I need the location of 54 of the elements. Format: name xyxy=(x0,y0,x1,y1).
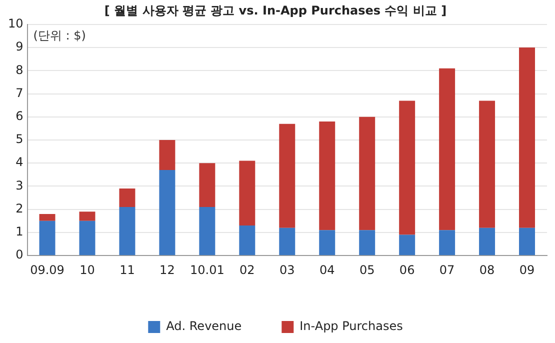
y-tick-label: 7 xyxy=(16,86,24,100)
y-tick-label: 3 xyxy=(16,178,24,192)
y-tick-label: 0 xyxy=(16,248,24,262)
bar xyxy=(239,160,256,226)
y-tick-label: 5 xyxy=(16,132,24,146)
bar xyxy=(79,220,96,256)
bar xyxy=(399,234,416,256)
bar xyxy=(159,170,176,256)
bar xyxy=(199,163,216,208)
legend-label: Ad. Revenue xyxy=(166,319,242,334)
bar xyxy=(279,124,296,228)
bar xyxy=(39,214,56,221)
bar xyxy=(439,230,456,256)
bar xyxy=(199,207,216,256)
bar xyxy=(439,68,456,230)
bar xyxy=(39,220,56,256)
bar xyxy=(359,116,376,230)
annotation: (단위 : $) xyxy=(33,28,86,43)
bar xyxy=(359,230,376,256)
x-tick-label: 04 xyxy=(319,262,335,277)
y-tick-label: 4 xyxy=(16,155,24,170)
bar xyxy=(479,228,496,256)
x-tick-label: 12 xyxy=(160,262,175,277)
legend-label: In-App Purchases xyxy=(300,319,403,334)
y-tick-label: 8 xyxy=(16,62,24,77)
x-tick-label: 02 xyxy=(240,262,255,277)
bar xyxy=(119,188,136,208)
x-tick-label: 06 xyxy=(399,262,415,277)
y-tick-label: 1 xyxy=(16,224,24,239)
x-tick-label: 10 xyxy=(80,262,95,277)
bar xyxy=(519,48,536,228)
bar xyxy=(319,230,336,256)
y-tick-label: 9 xyxy=(16,40,24,54)
bar xyxy=(119,207,136,256)
bar xyxy=(479,100,496,228)
bar xyxy=(239,226,256,256)
bar xyxy=(399,100,416,235)
x-tick-label: 08 xyxy=(479,262,495,277)
bar xyxy=(79,212,96,221)
y-tick-label: 2 xyxy=(16,201,24,216)
x-tick-label: 03 xyxy=(279,262,295,277)
x-tick-label: 09 xyxy=(519,262,535,277)
x-tick-label: 09.09 xyxy=(30,262,64,277)
bar xyxy=(159,140,176,170)
y-tick-label: 6 xyxy=(16,109,24,124)
x-tick-label: 05 xyxy=(359,262,375,277)
x-tick-label: 07 xyxy=(439,262,455,277)
chart-title: [ 월별 사용자 평균 광고 vs. In-App Purchases 수익 비교 ] xyxy=(104,3,447,18)
bar xyxy=(319,122,336,230)
y-tick-label: 10 xyxy=(8,16,24,31)
bar xyxy=(279,228,296,256)
x-tick-label: 11 xyxy=(120,262,135,277)
bar xyxy=(519,228,536,256)
x-tick-label: 10.01 xyxy=(190,262,224,277)
